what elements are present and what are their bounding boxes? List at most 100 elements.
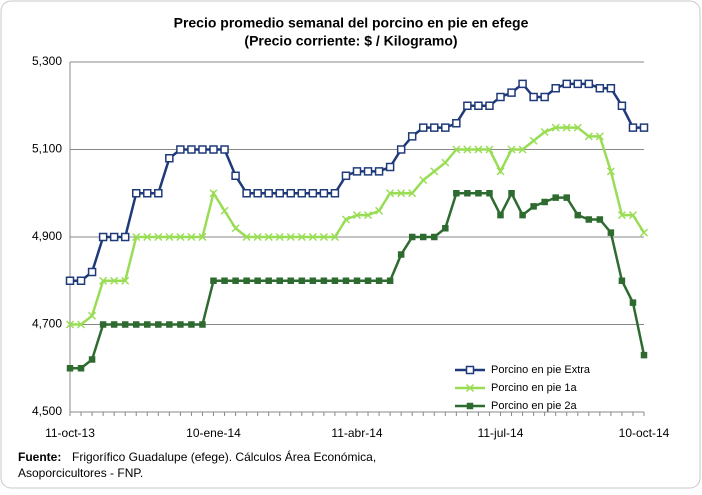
point: [430, 123, 439, 132]
point: [496, 167, 505, 176]
point: [286, 232, 295, 242]
point: [497, 211, 504, 219]
x-tick-label: 11-abr-14: [331, 426, 382, 440]
point: [530, 203, 537, 210]
y-tick-label: 5,300: [32, 54, 62, 68]
point: [385, 162, 395, 172]
point: [331, 277, 339, 284]
point: [88, 311, 97, 320]
point: [595, 132, 604, 141]
point: [407, 132, 417, 141]
point: [132, 321, 140, 328]
point: [353, 277, 361, 284]
point: [231, 171, 240, 180]
source-text: Asoporcicultores - FNP.: [18, 466, 143, 480]
point: [374, 167, 384, 176]
point: [508, 190, 515, 197]
point: [121, 276, 130, 285]
chart-title: Precio promedio semanal del porcino en p…: [174, 15, 529, 31]
point: [397, 189, 406, 198]
point: [628, 211, 637, 220]
point: [242, 189, 251, 198]
point: [639, 228, 649, 237]
point: [529, 92, 538, 102]
point: [629, 299, 637, 306]
point: [441, 158, 450, 167]
point: [320, 277, 328, 284]
point: [617, 211, 626, 220]
point: [187, 232, 196, 242]
point: [596, 216, 604, 223]
point: [540, 127, 549, 137]
point: [507, 145, 516, 154]
point: [131, 189, 141, 198]
point: [628, 123, 638, 132]
point: [562, 123, 571, 132]
point: [518, 145, 527, 154]
point: [396, 145, 406, 154]
point: [606, 167, 615, 176]
y-tick-label: 5,100: [32, 142, 62, 156]
point: [541, 198, 548, 206]
point: [463, 101, 472, 110]
point: [408, 233, 416, 241]
point: [220, 206, 229, 215]
point: [563, 194, 570, 201]
point: [386, 189, 395, 198]
point: [165, 154, 174, 163]
point: [77, 365, 85, 372]
point: [574, 211, 582, 219]
point: [286, 189, 296, 198]
point: [132, 232, 141, 242]
point: [154, 189, 163, 198]
point: [188, 321, 195, 328]
y-tick-label: 4,900: [32, 229, 62, 243]
point: [319, 232, 328, 242]
point: [573, 79, 583, 89]
legend-marker: [465, 383, 475, 393]
point: [220, 145, 229, 154]
point: [540, 92, 549, 102]
point: [319, 189, 329, 198]
point: [364, 277, 372, 284]
point: [264, 232, 273, 242]
point: [144, 321, 151, 328]
point: [474, 101, 483, 110]
point: [77, 320, 86, 329]
point: [308, 189, 318, 198]
legend-label: Porcino en pie 1a: [491, 382, 577, 394]
point: [441, 123, 450, 132]
x-tick-label: 10-ene-14: [186, 426, 241, 440]
legend-label: Porcino en pie Extra: [491, 364, 591, 376]
point: [474, 145, 483, 154]
point: [463, 145, 472, 154]
point: [199, 321, 206, 328]
point: [176, 232, 185, 242]
point: [253, 232, 262, 242]
point: [155, 321, 162, 328]
point: [342, 277, 350, 284]
point: [209, 145, 218, 154]
point: [198, 145, 207, 154]
source-label: Fuente:: [18, 450, 61, 464]
point: [397, 251, 405, 258]
point: [265, 277, 272, 284]
point: [363, 167, 373, 176]
point: [595, 84, 605, 93]
point: [187, 145, 196, 154]
legend-marker: [465, 365, 475, 375]
point: [154, 232, 163, 242]
point: [297, 189, 307, 198]
point: [617, 101, 627, 110]
point: [330, 189, 340, 198]
point: [386, 277, 394, 284]
x-tick-label: 11-oct-13: [45, 426, 95, 440]
point: [143, 189, 152, 198]
point: [430, 167, 439, 176]
point: [419, 233, 427, 241]
point: [452, 119, 461, 128]
point: [65, 320, 75, 329]
